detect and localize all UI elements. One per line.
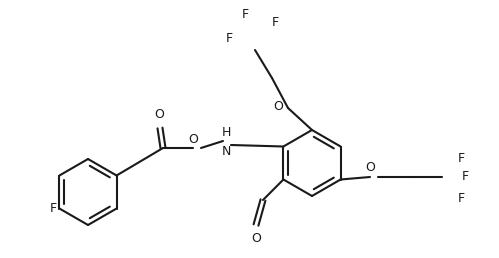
Text: H: H	[222, 126, 231, 139]
Text: O: O	[251, 232, 261, 245]
Text: O: O	[154, 108, 164, 121]
Text: F: F	[272, 15, 279, 28]
Text: O: O	[365, 161, 375, 174]
Text: O: O	[273, 100, 283, 112]
Text: N: N	[222, 145, 231, 158]
Text: F: F	[462, 171, 469, 183]
Text: F: F	[458, 151, 465, 165]
Text: F: F	[49, 202, 56, 215]
Text: F: F	[226, 31, 233, 44]
Text: F: F	[242, 9, 249, 21]
Text: F: F	[458, 191, 465, 205]
Text: O: O	[188, 133, 198, 146]
